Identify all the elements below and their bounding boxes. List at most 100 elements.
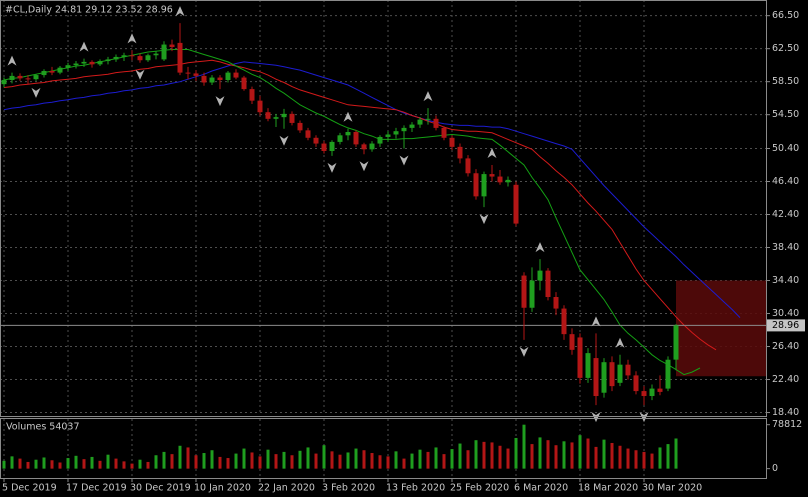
volume-tick-label: 0 bbox=[772, 463, 778, 474]
volume-bar bbox=[370, 453, 374, 469]
candle-body bbox=[9, 75, 15, 81]
candle-body bbox=[273, 117, 279, 119]
candle-body bbox=[225, 72, 231, 81]
candle-body bbox=[217, 77, 223, 81]
volume-bar bbox=[194, 455, 198, 469]
candle-body bbox=[329, 141, 335, 151]
x-tick-label: 30 Mar 2020 bbox=[642, 483, 702, 494]
candle-body bbox=[569, 334, 575, 350]
volume-bar bbox=[530, 444, 534, 469]
candle-body bbox=[281, 113, 287, 118]
candle-body bbox=[81, 61, 87, 64]
candle-body bbox=[537, 270, 543, 281]
candle-body bbox=[457, 146, 463, 159]
volume-bar bbox=[466, 450, 470, 469]
volume-bar bbox=[290, 455, 294, 469]
fractal-down bbox=[359, 161, 369, 172]
volume-bar bbox=[50, 460, 54, 469]
candle-body bbox=[665, 359, 671, 389]
volume-bar bbox=[610, 442, 614, 469]
volume-bar bbox=[66, 458, 70, 469]
candle-body bbox=[593, 358, 599, 397]
candle-body bbox=[57, 67, 63, 73]
candle-body bbox=[313, 137, 319, 144]
volume-bar bbox=[10, 456, 14, 469]
volume-bar bbox=[618, 445, 622, 469]
fractal-down bbox=[215, 96, 225, 107]
y-tick-label: 58.50 bbox=[772, 76, 799, 87]
candle-body bbox=[433, 118, 439, 128]
volume-bar bbox=[354, 448, 358, 469]
candle-body bbox=[649, 388, 655, 397]
candle-body bbox=[553, 297, 559, 309]
volume-bar bbox=[474, 440, 478, 469]
candle-body bbox=[497, 176, 503, 183]
y-tick-label: 54.50 bbox=[772, 109, 799, 120]
candle-body bbox=[529, 280, 535, 308]
volume-bar bbox=[282, 451, 286, 469]
fractal-down bbox=[31, 87, 41, 98]
volume-bar bbox=[666, 444, 670, 469]
volume-bar bbox=[498, 445, 502, 469]
volume-bar bbox=[482, 441, 486, 469]
volume-bar bbox=[522, 424, 526, 469]
y-tick-label: 18.40 bbox=[772, 407, 799, 418]
fractal-down bbox=[327, 162, 337, 173]
fractal-up bbox=[127, 33, 137, 44]
candle-body bbox=[289, 113, 295, 123]
candle-body bbox=[489, 174, 495, 177]
volume-bar bbox=[650, 453, 654, 469]
x-tick-label: 3 Feb 2020 bbox=[322, 483, 375, 494]
candle-body bbox=[385, 134, 391, 137]
volume-bar bbox=[250, 452, 254, 469]
candle-body bbox=[481, 174, 487, 197]
candle-body bbox=[105, 59, 111, 62]
volume-bar bbox=[2, 460, 6, 469]
volume-bar bbox=[170, 454, 174, 469]
candle-body bbox=[185, 72, 191, 74]
x-tick-label: 22 Jan 2020 bbox=[258, 483, 315, 494]
y-tick-label: 62.50 bbox=[772, 43, 799, 54]
candle-body bbox=[409, 124, 415, 128]
candle-body bbox=[609, 362, 615, 387]
candle-body bbox=[321, 143, 327, 151]
candle-body bbox=[377, 136, 383, 144]
volume-bar bbox=[162, 451, 166, 469]
volume-bar bbox=[274, 454, 278, 469]
volume-bar bbox=[554, 445, 558, 469]
candle-body bbox=[441, 127, 447, 138]
volume-bar bbox=[570, 442, 574, 469]
y-tick-label: 26.40 bbox=[772, 341, 799, 352]
candle-body bbox=[633, 375, 639, 392]
candle-body bbox=[297, 122, 303, 131]
volume-bar bbox=[42, 457, 46, 469]
volume-bar bbox=[130, 463, 134, 469]
candle-body bbox=[513, 184, 519, 224]
last-price-box bbox=[767, 319, 805, 332]
candle-body bbox=[257, 100, 263, 113]
volume-bar bbox=[90, 456, 94, 469]
volume-bar bbox=[394, 451, 398, 469]
volume-bar bbox=[490, 442, 494, 469]
volume-bar bbox=[322, 445, 326, 469]
volume-bar bbox=[634, 450, 638, 469]
candle-body bbox=[361, 144, 367, 150]
volume-bar bbox=[346, 452, 350, 469]
main-panel-frame bbox=[0, 0, 767, 417]
x-tick-label: 10 Jan 2020 bbox=[194, 483, 251, 494]
candle-body bbox=[337, 135, 343, 142]
y-tick-label: 38.40 bbox=[772, 242, 799, 253]
volume-bar bbox=[402, 458, 406, 469]
volume-tick-label: 78812 bbox=[772, 419, 802, 430]
volume-bar bbox=[506, 448, 510, 469]
volume-bar bbox=[242, 448, 246, 469]
x-tick-label: 25 Feb 2020 bbox=[450, 483, 509, 494]
volume-bar bbox=[434, 447, 438, 469]
fractal-up bbox=[487, 148, 497, 159]
fractal-up bbox=[343, 111, 353, 122]
volume-label: Volumes 54037 bbox=[6, 422, 80, 433]
candle-body bbox=[41, 70, 47, 76]
x-tick-label: 30 Dec 2019 bbox=[130, 483, 191, 494]
y-tick-label: 34.40 bbox=[772, 275, 799, 286]
volume-panel-frame bbox=[0, 418, 767, 479]
